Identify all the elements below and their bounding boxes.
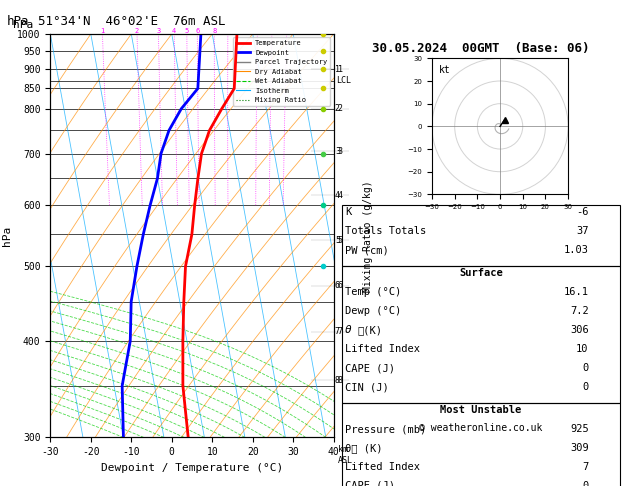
Text: 0: 0 <box>582 382 589 392</box>
Text: 1: 1 <box>100 28 104 34</box>
Text: 51°34'N  46°02'E  76m ASL: 51°34'N 46°02'E 76m ASL <box>38 15 225 28</box>
Text: LCL: LCL <box>336 76 351 85</box>
Text: Temp (°C): Temp (°C) <box>345 287 401 297</box>
Text: 4: 4 <box>335 191 340 200</box>
Text: 16.1: 16.1 <box>564 287 589 297</box>
Text: 1: 1 <box>338 65 343 74</box>
Text: 37: 37 <box>576 226 589 236</box>
Text: 4: 4 <box>172 28 176 34</box>
Text: Most Unstable: Most Unstable <box>440 405 521 415</box>
Text: Surface: Surface <box>459 268 503 278</box>
X-axis label: Dewpoint / Temperature (°C): Dewpoint / Temperature (°C) <box>101 463 283 473</box>
Text: 7: 7 <box>338 328 343 336</box>
Text: 2: 2 <box>135 28 139 34</box>
Text: km
ASL: km ASL <box>338 446 353 465</box>
Text: Mixing Ratio (g/kg): Mixing Ratio (g/kg) <box>363 180 373 292</box>
Text: 2: 2 <box>335 104 340 113</box>
Text: ᴇ(K): ᴇ(K) <box>358 325 383 335</box>
Text: hPa: hPa <box>6 15 29 28</box>
Text: K: K <box>345 208 351 217</box>
Text: 309: 309 <box>570 443 589 453</box>
Text: 6: 6 <box>335 281 340 290</box>
Text: 30.05.2024  00GMT  (Base: 06): 30.05.2024 00GMT (Base: 06) <box>372 42 590 55</box>
Text: 4: 4 <box>338 191 343 200</box>
Text: 1: 1 <box>335 65 340 74</box>
Text: 5: 5 <box>335 236 340 245</box>
Text: θ: θ <box>345 325 352 335</box>
Text: 0: 0 <box>582 363 589 373</box>
Text: 6: 6 <box>338 281 343 290</box>
Text: CAPE (J): CAPE (J) <box>345 363 395 373</box>
Text: 10: 10 <box>576 344 589 354</box>
Text: © weatheronline.co.uk: © weatheronline.co.uk <box>420 423 543 434</box>
Text: 8: 8 <box>212 28 216 34</box>
Text: Pressure (mb): Pressure (mb) <box>345 424 426 434</box>
Text: 925: 925 <box>570 424 589 434</box>
Text: Dewp (°C): Dewp (°C) <box>345 306 401 316</box>
Text: 6: 6 <box>195 28 199 34</box>
Text: CIN (J): CIN (J) <box>345 382 389 392</box>
Y-axis label: hPa: hPa <box>1 226 11 246</box>
Text: CAPE (J): CAPE (J) <box>345 481 395 486</box>
Text: 2: 2 <box>338 104 343 113</box>
Text: Lifted Index: Lifted Index <box>345 462 420 472</box>
Text: -6: -6 <box>576 208 589 217</box>
Text: 0: 0 <box>582 481 589 486</box>
Text: 7: 7 <box>582 462 589 472</box>
Text: 8: 8 <box>335 376 340 384</box>
Legend: Temperature, Dewpoint, Parcel Trajectory, Dry Adiabat, Wet Adiabat, Isotherm, Mi: Temperature, Dewpoint, Parcel Trajectory… <box>233 37 330 106</box>
Text: 5: 5 <box>185 28 189 34</box>
Text: 306: 306 <box>570 325 589 335</box>
Text: θᴇ (K): θᴇ (K) <box>345 443 382 453</box>
Text: 3: 3 <box>157 28 160 34</box>
Text: Lifted Index: Lifted Index <box>345 344 420 354</box>
Text: 5: 5 <box>338 236 343 245</box>
Text: kt: kt <box>439 65 450 75</box>
Text: Totals Totals: Totals Totals <box>345 226 426 236</box>
Text: 3: 3 <box>338 147 343 156</box>
Text: 1.03: 1.03 <box>564 245 589 255</box>
Text: 7: 7 <box>335 328 340 336</box>
Text: 7.2: 7.2 <box>570 306 589 316</box>
Text: PW (cm): PW (cm) <box>345 245 389 255</box>
Text: 8: 8 <box>338 376 343 384</box>
Text: 3: 3 <box>335 147 340 156</box>
Text: hPa: hPa <box>13 20 34 30</box>
